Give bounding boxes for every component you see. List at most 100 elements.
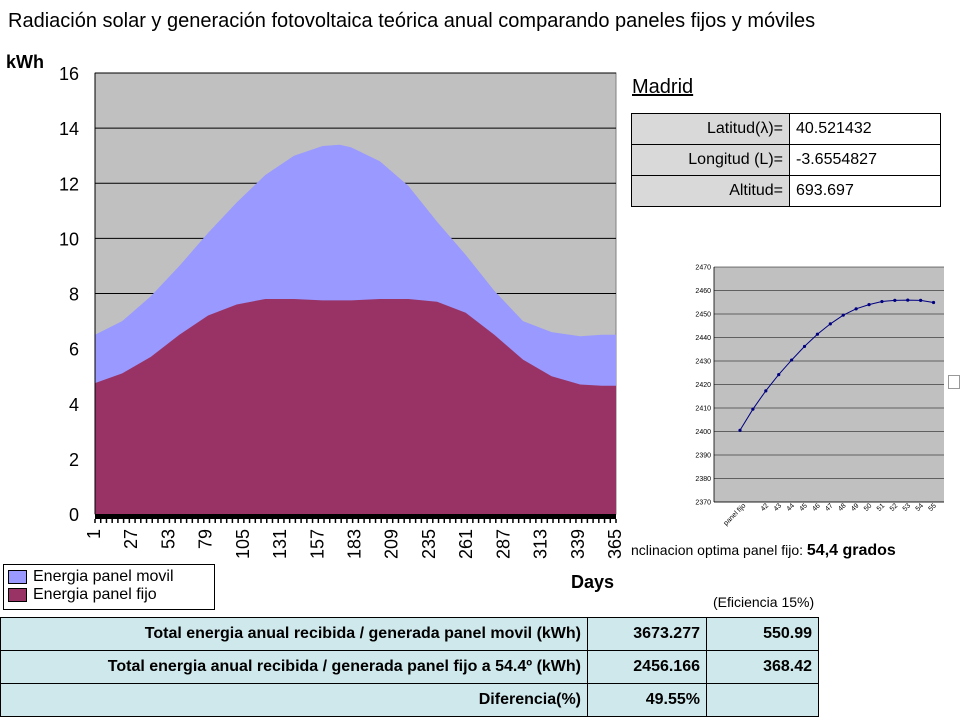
difference-empty bbox=[706, 683, 819, 717]
y-axis-title: kWh bbox=[6, 52, 44, 72]
altitude-value: 693.697 bbox=[789, 175, 941, 207]
x-axis-title: Days bbox=[571, 572, 614, 592]
small-x-tick-label: 47 bbox=[824, 502, 835, 513]
y-tick-label: 2 bbox=[69, 450, 79, 470]
x-tick-label: 183 bbox=[345, 529, 365, 559]
small-y-tick-label: 2370 bbox=[695, 500, 711, 507]
small-data-point bbox=[777, 373, 781, 377]
small-y-tick-label: 2430 bbox=[695, 359, 711, 366]
x-tick-label: 131 bbox=[270, 529, 290, 559]
small-data-point bbox=[931, 300, 936, 305]
optimal-tilt-value: 54,4 grados bbox=[806, 542, 896, 559]
y-tick-label: 4 bbox=[69, 395, 79, 415]
x-tick-label: 287 bbox=[493, 529, 513, 559]
efficiency-note: (Eficiencia 15%) bbox=[713, 594, 815, 610]
city-name: Madrid bbox=[632, 76, 694, 98]
optimal-tilt-label: nclinacion optima panel fijo: bbox=[631, 542, 803, 558]
small-data-point bbox=[867, 303, 871, 307]
longitude-label: Longitud (L)= bbox=[631, 144, 790, 176]
small-data-point bbox=[919, 298, 923, 302]
tilt-optimization-chart: 2370 2380 2390 2400 2410 2420 2430 2440 2450 2460… bbox=[695, 265, 944, 527]
energy-label-fijo: Total energia anual recibida / generada … bbox=[0, 650, 588, 684]
small-data-point bbox=[893, 298, 897, 302]
small-y-tick-label: 2410 bbox=[695, 406, 711, 413]
small-x-tick-label: 44 bbox=[786, 502, 797, 513]
small-x-tick-label: 55 bbox=[927, 502, 938, 513]
small-data-point bbox=[751, 407, 755, 411]
x-tick-label: 27 bbox=[121, 529, 141, 549]
x-tick-label: 209 bbox=[382, 529, 402, 559]
small-x-tick-label: 45 bbox=[798, 502, 809, 513]
small-data-point bbox=[906, 298, 910, 302]
legend-label-fijo: Energia panel fijo bbox=[33, 586, 157, 603]
small-y-tick-label: 2460 bbox=[695, 288, 711, 295]
small-data-point bbox=[815, 332, 820, 336]
x-tick-label: 53 bbox=[158, 529, 178, 549]
x-tick-label: 261 bbox=[456, 529, 476, 559]
small-x-tick-label: 51 bbox=[876, 502, 887, 513]
small-x-tick-label: 54 bbox=[915, 502, 926, 513]
small-series-line bbox=[739, 299, 934, 431]
location-table: Latitud(λ)= 40.521432 Longitud (L)= -3.6… bbox=[631, 113, 941, 207]
x-axis-band bbox=[95, 514, 616, 519]
y-tick-label: 10 bbox=[59, 229, 79, 249]
energy-summary-table: Total energia anual recibida / generada … bbox=[0, 617, 819, 717]
small-y-tick-label: 2400 bbox=[695, 429, 711, 436]
small-y-tick-label: 2470 bbox=[695, 265, 711, 272]
small-y-tick-label: 2450 bbox=[695, 312, 711, 319]
small-x-tick-label: 50 bbox=[863, 502, 874, 513]
difference-label: Diferencia(%) bbox=[0, 683, 588, 717]
legend-swatch-fijo bbox=[8, 587, 27, 602]
x-tick-label: 339 bbox=[568, 529, 588, 559]
legend-item-fijo: Energia panel fijo bbox=[8, 586, 157, 604]
small-x-tick-label: panel fijo bbox=[723, 502, 748, 527]
page-title: Radiación solar y generación fotovoltaic… bbox=[8, 10, 816, 32]
small-y-tick-label: 2440 bbox=[695, 335, 711, 342]
x-tick-label: 365 bbox=[605, 529, 625, 559]
y-tick-label: 8 bbox=[69, 285, 79, 305]
energy-received-movil: 3673.277 bbox=[587, 617, 707, 651]
y-tick-label: 6 bbox=[69, 340, 79, 360]
small-x-tick-label: 42 bbox=[760, 502, 771, 513]
x-tick-label: 313 bbox=[531, 529, 551, 559]
x-tick-label: 1 bbox=[84, 529, 104, 539]
small-data-point bbox=[828, 322, 832, 326]
y-tick-label: 12 bbox=[59, 174, 79, 194]
altitude-label: Altitud= bbox=[631, 175, 790, 207]
legend-label-movil: Energia panel movil bbox=[33, 568, 174, 585]
main-area-chart: 0 2 4 6 8 10 12 14 16 1 27 53 79 105 131 157 183 209 235 26… bbox=[6, 52, 625, 592]
small-data-point bbox=[764, 389, 768, 393]
legend-item-movil: Energia panel movil bbox=[8, 568, 174, 586]
y-tick-label: 0 bbox=[69, 505, 79, 525]
small-data-point bbox=[802, 344, 807, 349]
energy-generated-movil: 550.99 bbox=[706, 617, 819, 651]
longitude-value: -3.6554827 bbox=[789, 144, 941, 176]
x-tick-label: 79 bbox=[196, 529, 216, 549]
energy-row-difference: Diferencia(%) 49.55% bbox=[0, 683, 819, 717]
location-row-latitude: Latitud(λ)= 40.521432 bbox=[631, 113, 941, 145]
chart-legend: Energia panel movil Energia panel fijo bbox=[3, 564, 215, 610]
energy-label-movil: Total energia anual recibida / generada … bbox=[0, 617, 588, 651]
small-x-tick-label: 46 bbox=[811, 502, 822, 513]
small-x-tick-label: 48 bbox=[837, 502, 848, 513]
small-data-point bbox=[738, 428, 742, 432]
y-tick-label: 14 bbox=[59, 119, 79, 139]
small-x-tick-label: 53 bbox=[902, 502, 913, 513]
difference-value: 49.55% bbox=[587, 683, 707, 717]
small-data-point bbox=[841, 313, 845, 317]
x-tick-label: 157 bbox=[307, 529, 327, 559]
x-tick-label: 235 bbox=[419, 529, 439, 559]
latitude-label: Latitud(λ)= bbox=[631, 113, 790, 145]
x-tick-label: 105 bbox=[233, 529, 253, 559]
series-area-fijo bbox=[95, 299, 616, 514]
small-y-tick-label: 2420 bbox=[695, 382, 711, 389]
small-y-tick-label: 2390 bbox=[695, 453, 711, 460]
small-data-point bbox=[854, 307, 858, 311]
energy-received-fijo: 2456.166 bbox=[587, 650, 707, 684]
clipped-legend-box bbox=[948, 375, 960, 389]
latitude-value: 40.521432 bbox=[789, 113, 941, 145]
small-data-point bbox=[880, 299, 884, 304]
energy-generated-fijo: 368.42 bbox=[706, 650, 819, 684]
small-x-tick-label: 49 bbox=[850, 502, 861, 513]
small-data-point bbox=[790, 358, 794, 362]
